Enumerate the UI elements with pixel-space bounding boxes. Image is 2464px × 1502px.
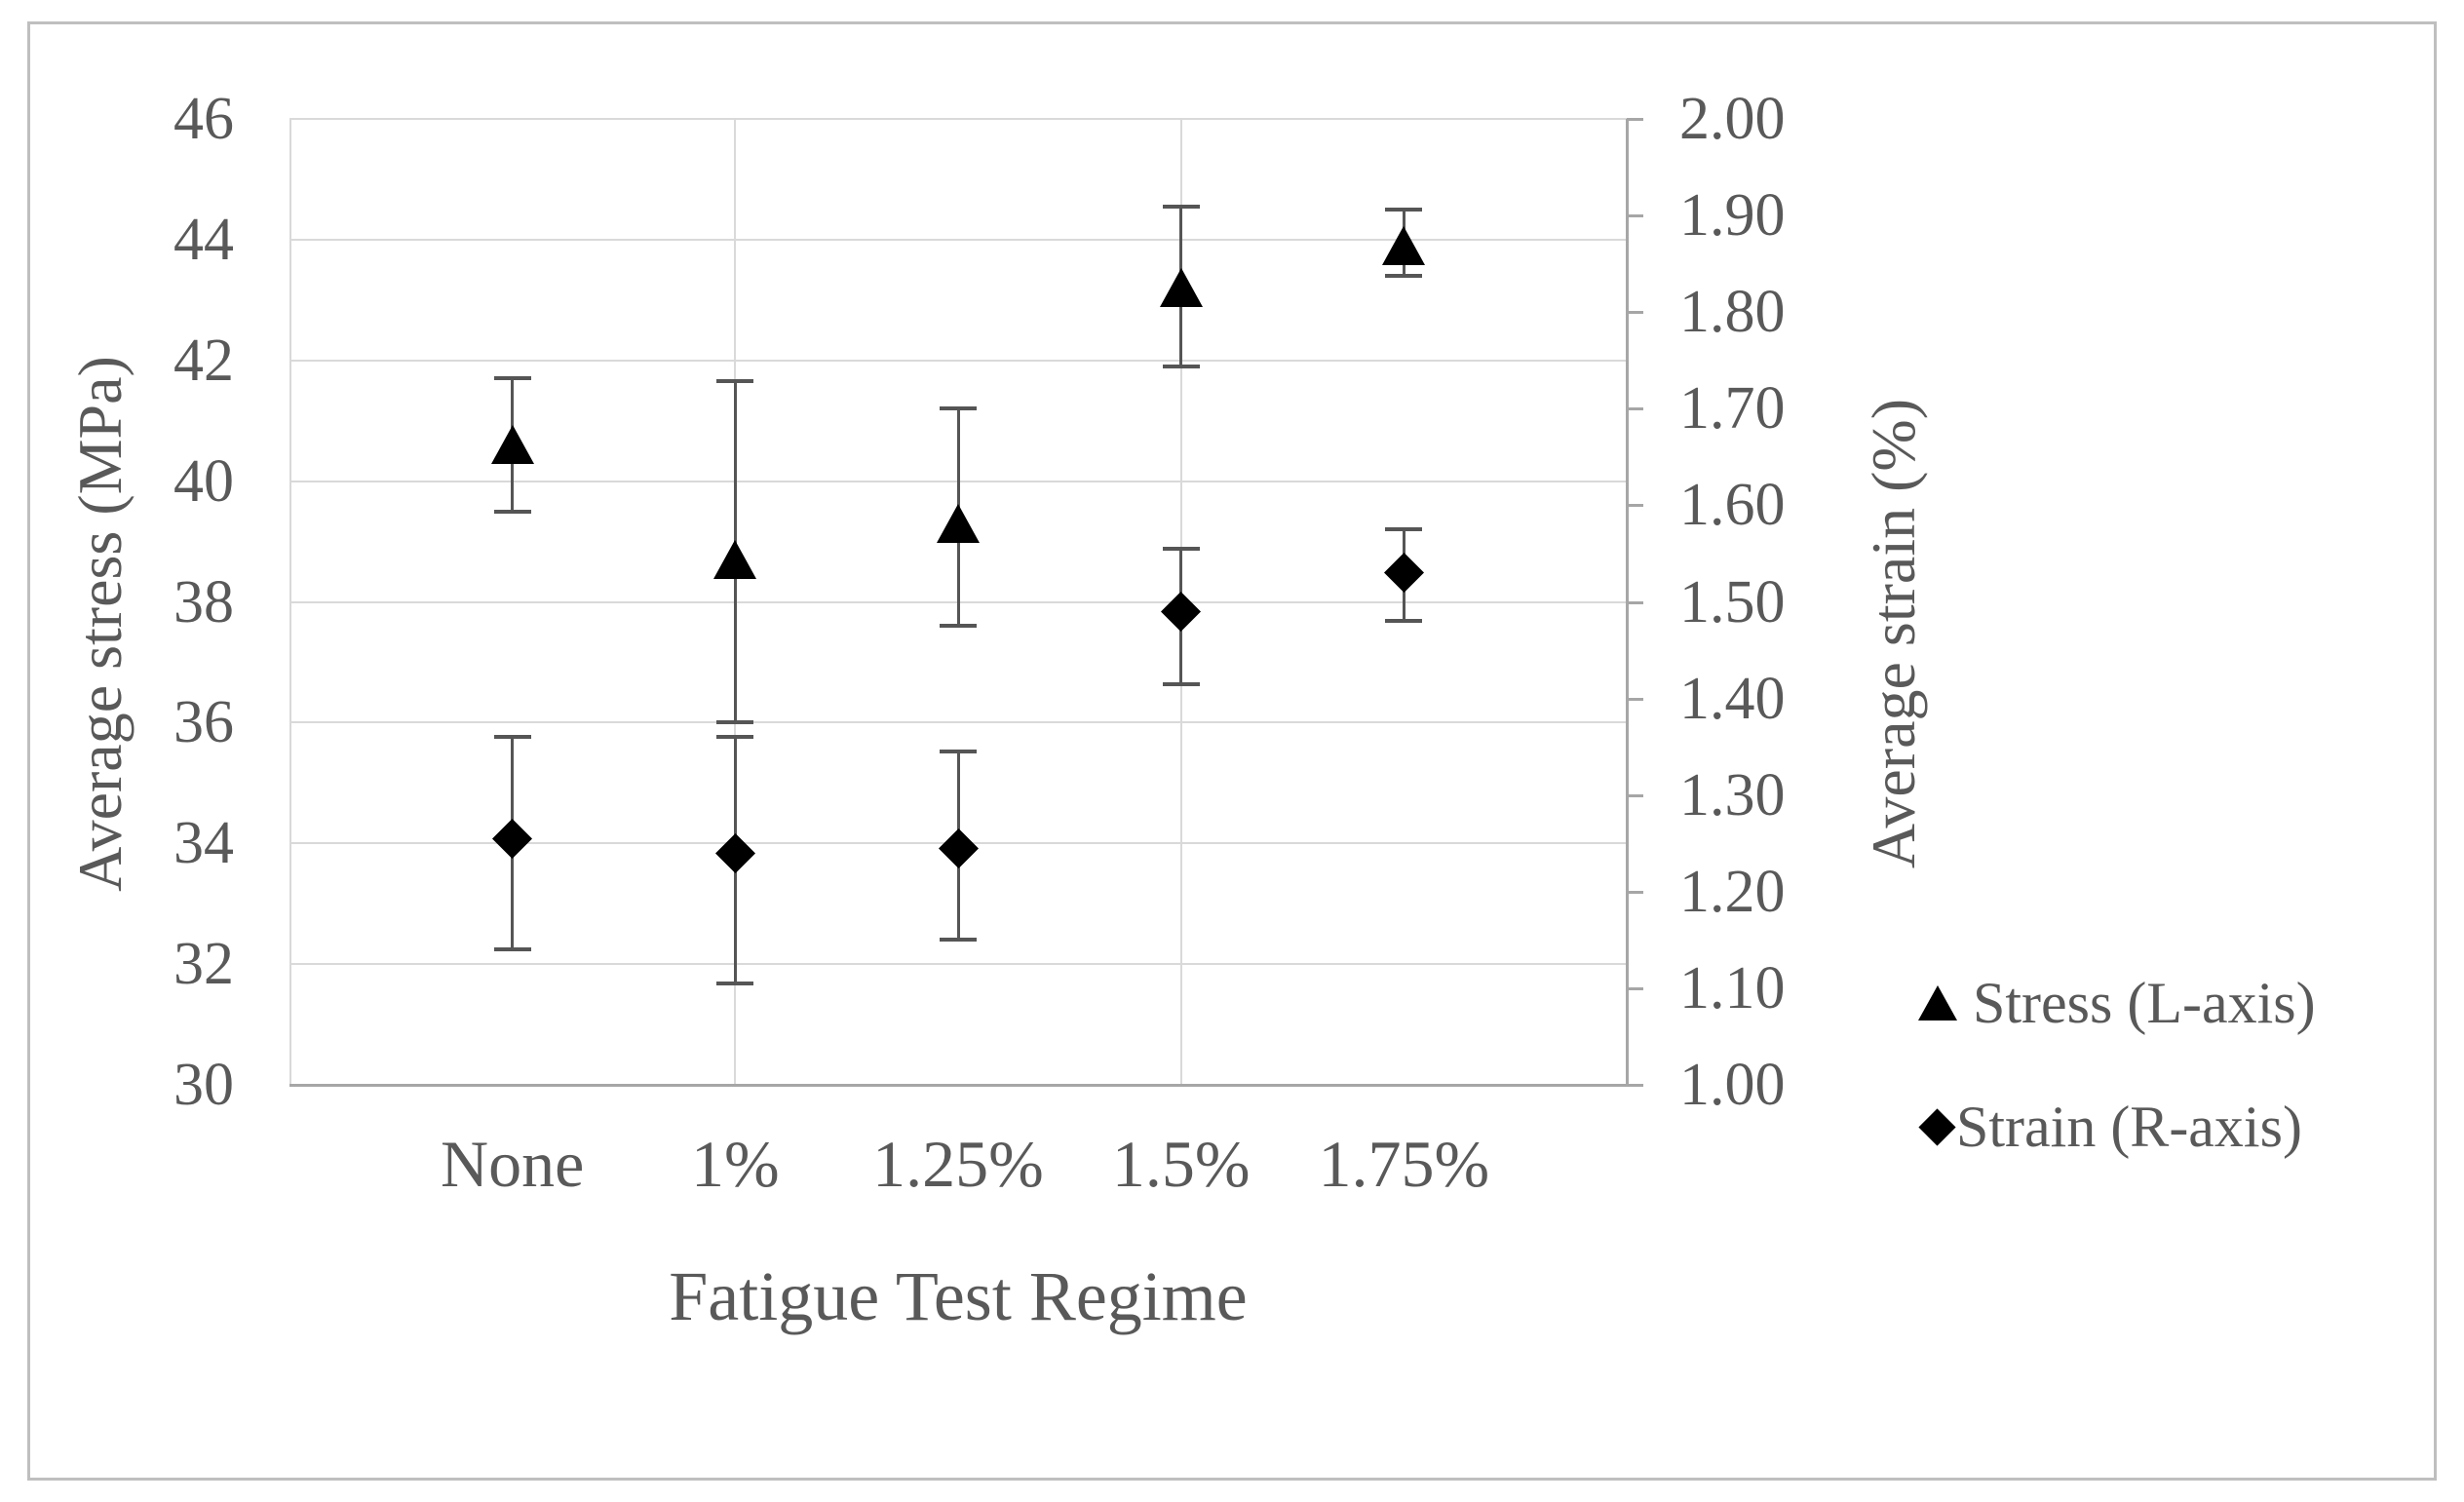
stress-marker xyxy=(1159,268,1203,308)
error-bar-cap-bottom xyxy=(1162,681,1200,686)
error-bar-cap-top xyxy=(1385,207,1423,212)
error-bar-cap-top xyxy=(1162,546,1200,551)
stress-marker xyxy=(1382,226,1426,266)
right-axis-tick-label: 1.30 xyxy=(1679,761,1786,828)
right-axis-tick-label: 1.40 xyxy=(1679,665,1786,732)
stress-marker xyxy=(490,425,534,465)
x-category-label: 1% xyxy=(691,1127,780,1201)
error-bar-cap-top xyxy=(493,376,531,381)
left-axis-tick-label: 44 xyxy=(173,206,234,273)
right-axis-tick-label: 1.70 xyxy=(1679,375,1786,443)
left-axis-tick-label: 42 xyxy=(173,327,234,394)
x-category-label: 1.75% xyxy=(1318,1127,1490,1201)
right-axis-tick xyxy=(1627,697,1643,701)
x-axis-line xyxy=(289,1084,1627,1087)
right-axis-tick xyxy=(1627,890,1643,894)
error-bar-cap-top xyxy=(493,735,531,740)
error-bar-cap-top xyxy=(940,750,977,754)
error-bar-cap-top xyxy=(716,735,754,740)
x-category-label: None xyxy=(441,1127,585,1201)
figure-border xyxy=(27,21,2437,1481)
right-axis-tick xyxy=(1627,600,1643,604)
left-axis-tick-label: 40 xyxy=(173,447,234,515)
stress-marker xyxy=(937,503,980,543)
legend-entry: Stress (L-axis) xyxy=(1918,972,2316,1034)
left-axis-tick-label: 32 xyxy=(173,931,234,998)
left-axis-tick-label: 38 xyxy=(173,568,234,635)
left-axis-line xyxy=(289,119,291,1085)
legend-label: Strain (R-axis) xyxy=(1956,1095,2302,1159)
right-axis-title: Average strain (%) xyxy=(1859,398,1928,869)
x-category-label: 1.5% xyxy=(1111,1127,1251,1201)
right-axis-tick xyxy=(1627,504,1643,508)
x-category-label: 1.25% xyxy=(872,1127,1044,1201)
stress-marker xyxy=(713,540,757,580)
left-axis-tick-label: 46 xyxy=(173,86,234,152)
left-axis-tick-label: 34 xyxy=(173,810,234,877)
right-axis-tick-label: 1.00 xyxy=(1679,1052,1786,1118)
h-gridline xyxy=(289,721,1627,724)
right-axis-tick-label: 1.20 xyxy=(1679,858,1786,925)
right-axis-tick-label: 1.80 xyxy=(1679,279,1786,346)
right-axis-tick xyxy=(1627,1084,1643,1087)
error-bar-cap-top xyxy=(940,406,977,411)
error-bar-cap-bottom xyxy=(493,509,531,514)
right-axis-tick xyxy=(1627,793,1643,797)
error-bar-cap-bottom xyxy=(493,947,531,952)
h-gridline xyxy=(289,238,1627,241)
right-axis-tick xyxy=(1627,986,1643,990)
error-bar-cap-bottom xyxy=(940,624,977,629)
right-axis-tick xyxy=(1627,118,1643,121)
left-axis-tick-label: 36 xyxy=(173,689,234,756)
legend-entry: Strain (R-axis) xyxy=(1918,1096,2302,1158)
error-bar-cap-top xyxy=(1162,204,1200,209)
right-axis-tick xyxy=(1627,311,1643,315)
h-gridline xyxy=(289,118,1627,120)
error-bar-cap-bottom xyxy=(1162,364,1200,368)
error-bar-cap-bottom xyxy=(1385,274,1423,279)
error-bar-cap-bottom xyxy=(1385,619,1423,624)
right-axis-tick xyxy=(1627,214,1643,218)
legend-label: Stress (L-axis) xyxy=(1973,971,2316,1035)
error-bar-cap-bottom xyxy=(940,938,977,943)
right-axis-tick xyxy=(1627,407,1643,411)
right-axis-tick-label: 1.10 xyxy=(1679,954,1786,1021)
h-gridline xyxy=(289,963,1627,966)
h-gridline xyxy=(289,359,1627,362)
triangle-legend-marker-icon xyxy=(1918,985,1957,1021)
left-axis-tick-label: 30 xyxy=(173,1052,234,1118)
error-bar-cap-top xyxy=(1385,527,1423,532)
diamond-legend-marker-icon xyxy=(1918,1107,1956,1146)
right-axis-tick-label: 1.60 xyxy=(1679,472,1786,539)
error-bar-cap-bottom xyxy=(716,720,754,725)
error-bar-cap-top xyxy=(716,379,754,384)
right-axis-tick-label: 1.90 xyxy=(1679,182,1786,250)
x-axis-title: Fatigue Test Regime xyxy=(669,1257,1248,1335)
right-axis-tick-label: 1.50 xyxy=(1679,568,1786,635)
error-bar-cap-bottom xyxy=(716,981,754,985)
right-axis-tick-label: 2.00 xyxy=(1679,86,1786,152)
